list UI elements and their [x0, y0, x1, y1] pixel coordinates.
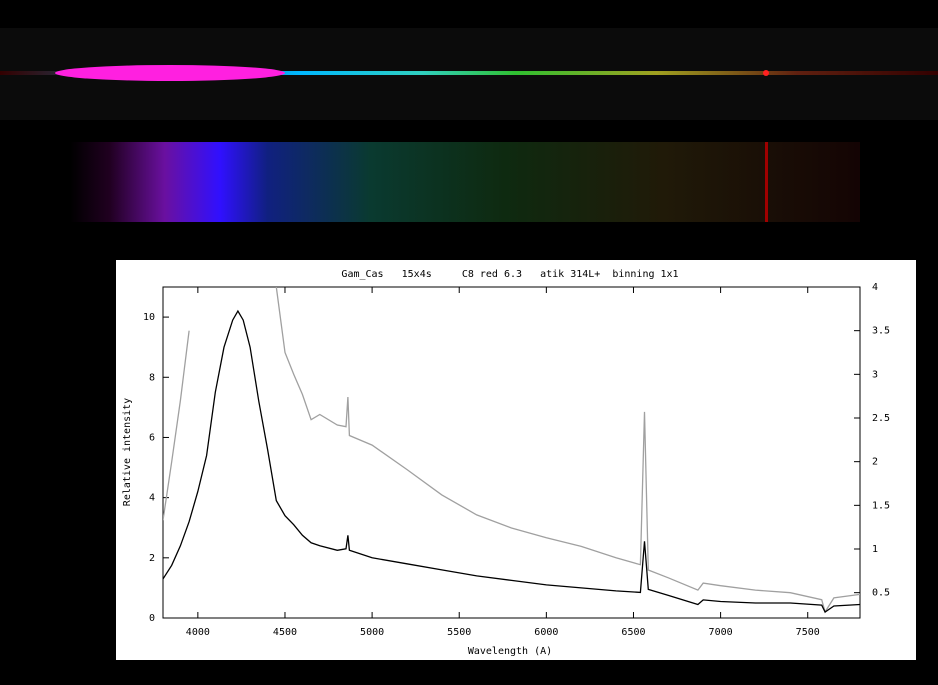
spectrum-h-alpha: [763, 70, 769, 76]
spectrum-band-line: [765, 142, 768, 222]
x-tick-label: 7500: [796, 627, 820, 638]
y-axis-label: Relative intensity: [122, 398, 133, 506]
y2-tick-label: 3: [872, 369, 878, 380]
x-tick-label: 4500: [273, 627, 297, 638]
y-tick-label: 2: [149, 553, 155, 564]
y2-tick-label: 2.5: [872, 413, 890, 424]
spectrum-band: [70, 142, 860, 222]
x-tick-label: 7000: [709, 627, 733, 638]
y-tick-label: 10: [143, 312, 155, 323]
y2-tick-label: 0.5: [872, 588, 890, 599]
series-line: [163, 309, 860, 613]
y-tick-label: 0: [149, 613, 155, 624]
y2-tick-label: 1: [872, 544, 878, 555]
x-tick-label: 5000: [360, 627, 384, 638]
x-axis-label: Wavelength (A): [468, 646, 552, 657]
y2-tick-label: 1.5: [872, 500, 890, 511]
chart-panel: [116, 260, 916, 660]
y2-tick-label: 3.5: [872, 326, 890, 337]
x-tick-label: 5500: [447, 627, 471, 638]
y2-tick-label: 4: [872, 282, 878, 293]
x-tick-label: 4000: [186, 627, 210, 638]
spectrum-line: [0, 71, 938, 75]
y-tick-label: 8: [149, 372, 155, 383]
series-line: [163, 287, 860, 614]
x-tick-label: 6000: [534, 627, 558, 638]
x-tick-label: 6500: [621, 627, 645, 638]
spectrum-blob: [55, 65, 285, 81]
y2-tick-label: 2: [872, 457, 878, 468]
plot-frame: [162, 286, 861, 619]
y-tick-label: 4: [149, 493, 155, 504]
y-tick-label: 6: [149, 432, 155, 443]
chart-title: Gam_Cas 15x4s C8 red 6.3 atik 314L+ binn…: [341, 269, 678, 280]
